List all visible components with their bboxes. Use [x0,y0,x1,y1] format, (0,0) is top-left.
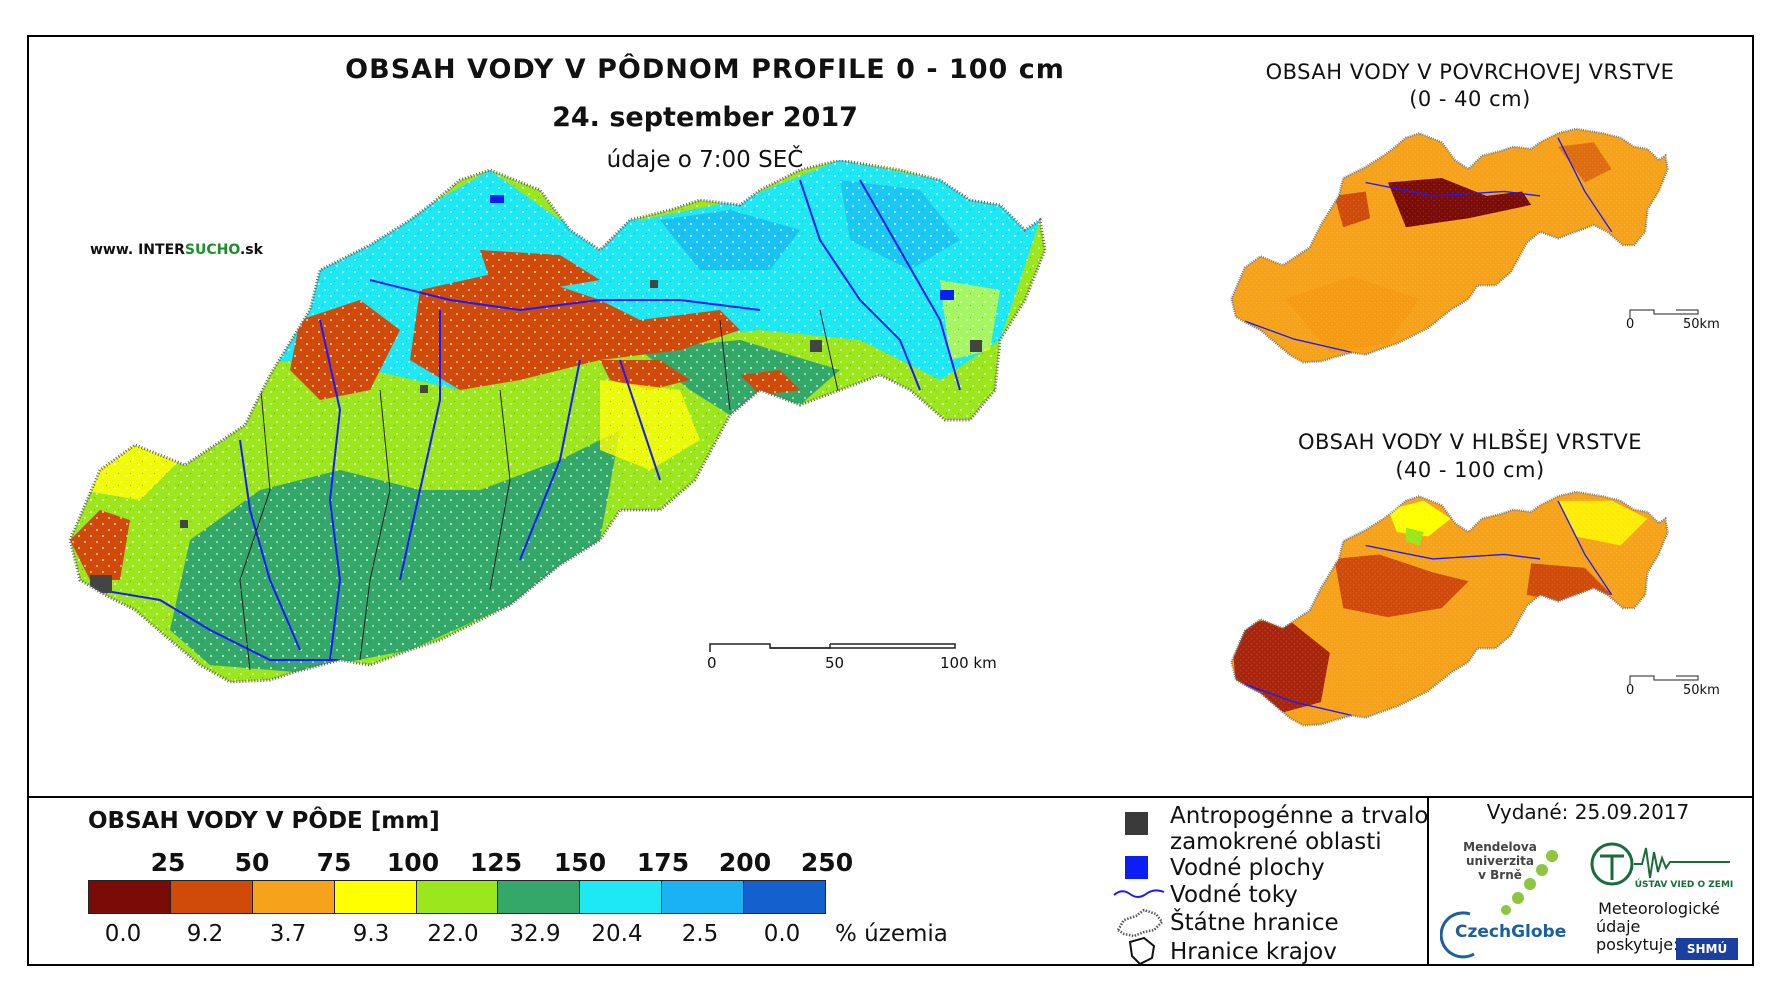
scale-label-zero: 0 [707,654,717,672]
legend-percent-2: 9.2 [186,921,224,947]
anthropogenic-area-icon [1125,812,1148,835]
inset-surface-title: OBSAH VODY V POVRCHOVEJ VRSTVE [1265,60,1675,84]
legend-break-100: 100 [386,848,440,877]
legend-percent-6: 32.9 [509,921,561,947]
scale-label-end: 100 km [940,654,997,672]
mendel-line3: v Brně [1478,868,1522,882]
meteo-line3: poskytuje: [1596,935,1679,954]
legend-swatch-5 [416,881,499,913]
legend-swatch-6 [498,881,581,913]
mendel-logo-text: Mendelova univerzita v Brně [1455,840,1545,882]
mendel-dots-icon [1501,850,1558,915]
legend-swatch-8 [662,881,745,913]
inset-deep-map [1230,490,1669,727]
mendel-line2: univerzita [1465,854,1534,868]
legend-percent-4: 9.3 [352,921,390,947]
shmu-logo: SHMÚ [1676,938,1738,960]
legend-region-border: Hranice krajov [1170,939,1337,965]
legend-anthropogenic-line1: Antropogénne a trvalo [1170,803,1429,829]
legend-percent-unit: % územia [835,921,948,947]
legend-divider [27,796,1754,798]
inset-surface-scale-zero: 0 [1626,317,1635,332]
inset-surface-map [1230,127,1669,364]
inset-surface-subtitle: (0 - 40 cm) [1409,87,1531,111]
inset-surface-scale [1629,309,1699,318]
legend-swatch-9 [744,881,826,913]
legend-state-border: Štátne hranice [1170,910,1339,936]
main-scale-bar [709,643,956,652]
legend-percent-9: 0.0 [763,921,801,947]
legend-water-bodies: Vodné plochy [1170,855,1325,881]
legend-break-175: 175 [636,848,690,877]
issued-date: Vydané: 25.09.2017 [1486,800,1690,824]
legend-break-25: 25 [150,848,186,877]
inset-surface-scale-end: 50km [1683,317,1720,332]
website-suffix: .sk [239,242,263,258]
legend-break-250: 250 [800,848,854,877]
legend-swatch-2 [170,881,253,913]
map-title: OBSAH VODY V PÔDNOM PROFILE 0 - 100 cm [345,54,1065,85]
inset-deep-title: OBSAH VODY V HLBŠEJ VRSTVE [1298,430,1642,454]
website-link[interactable]: www. INTERSUCHO.sk [90,242,263,258]
map-date: 24. september 2017 [552,102,858,133]
legend-swatch-4 [334,881,417,913]
legend-percent-8: 2.5 [681,921,719,947]
inset-deep-subtitle: (40 - 100 cm) [1395,458,1545,482]
czechglobe-logo: CzechGlobe [1455,922,1567,942]
footer-divider [1427,797,1429,966]
main-map [68,160,1047,684]
river-icon [1113,889,1165,898]
legend-rivers: Vodné toky [1170,882,1298,908]
legend-break-150: 150 [553,848,607,877]
website-brand: SUCHO [184,242,240,258]
legend-percent-5: 22.0 [427,921,479,947]
uvzz-logo-icon [1590,842,1730,886]
legend-break-125: 125 [469,848,523,877]
czechglobe-arc-icon [1440,911,1475,959]
legend-percent-7: 20.4 [591,921,643,947]
website-prefix: www. INTER [90,242,185,258]
mendel-line1: Mendelova [1463,840,1537,854]
legend-percent-1: 0.0 [104,921,142,947]
legend-break-200: 200 [718,848,772,877]
map-time-note: údaje o 7:00 SEČ [606,147,804,173]
legend-anthropogenic-line2: zamokrené oblasti [1170,829,1382,855]
inset-deep-scale-zero: 0 [1626,683,1635,698]
water-body-icon [1125,856,1148,879]
meteo-line2: údaje [1596,917,1641,936]
legend-swatch-1 [89,881,171,913]
legend-break-50: 50 [234,848,270,877]
meteo-line1: Meteorologické [1598,899,1720,918]
region-border-icon [1128,936,1156,966]
legend-swatch-7 [580,881,663,913]
meteo-credit: Meteorologické údaje poskytuje: [1584,900,1734,954]
legend-title: OBSAH VODY V PÔDE [mm] [88,808,440,834]
scale-label-mid: 50 [825,654,845,672]
legend-colorbar [88,880,826,914]
inset-deep-scale [1629,675,1699,684]
legend-break-75: 75 [316,848,352,877]
legend-swatch-3 [252,881,335,913]
state-border-icon [1116,908,1164,938]
legend-percent-3: 3.7 [269,921,307,947]
uvzz-logo-text: ÚSTAV VIED O ZEMI [1634,880,1734,890]
inset-deep-scale-end: 50km [1683,683,1720,698]
